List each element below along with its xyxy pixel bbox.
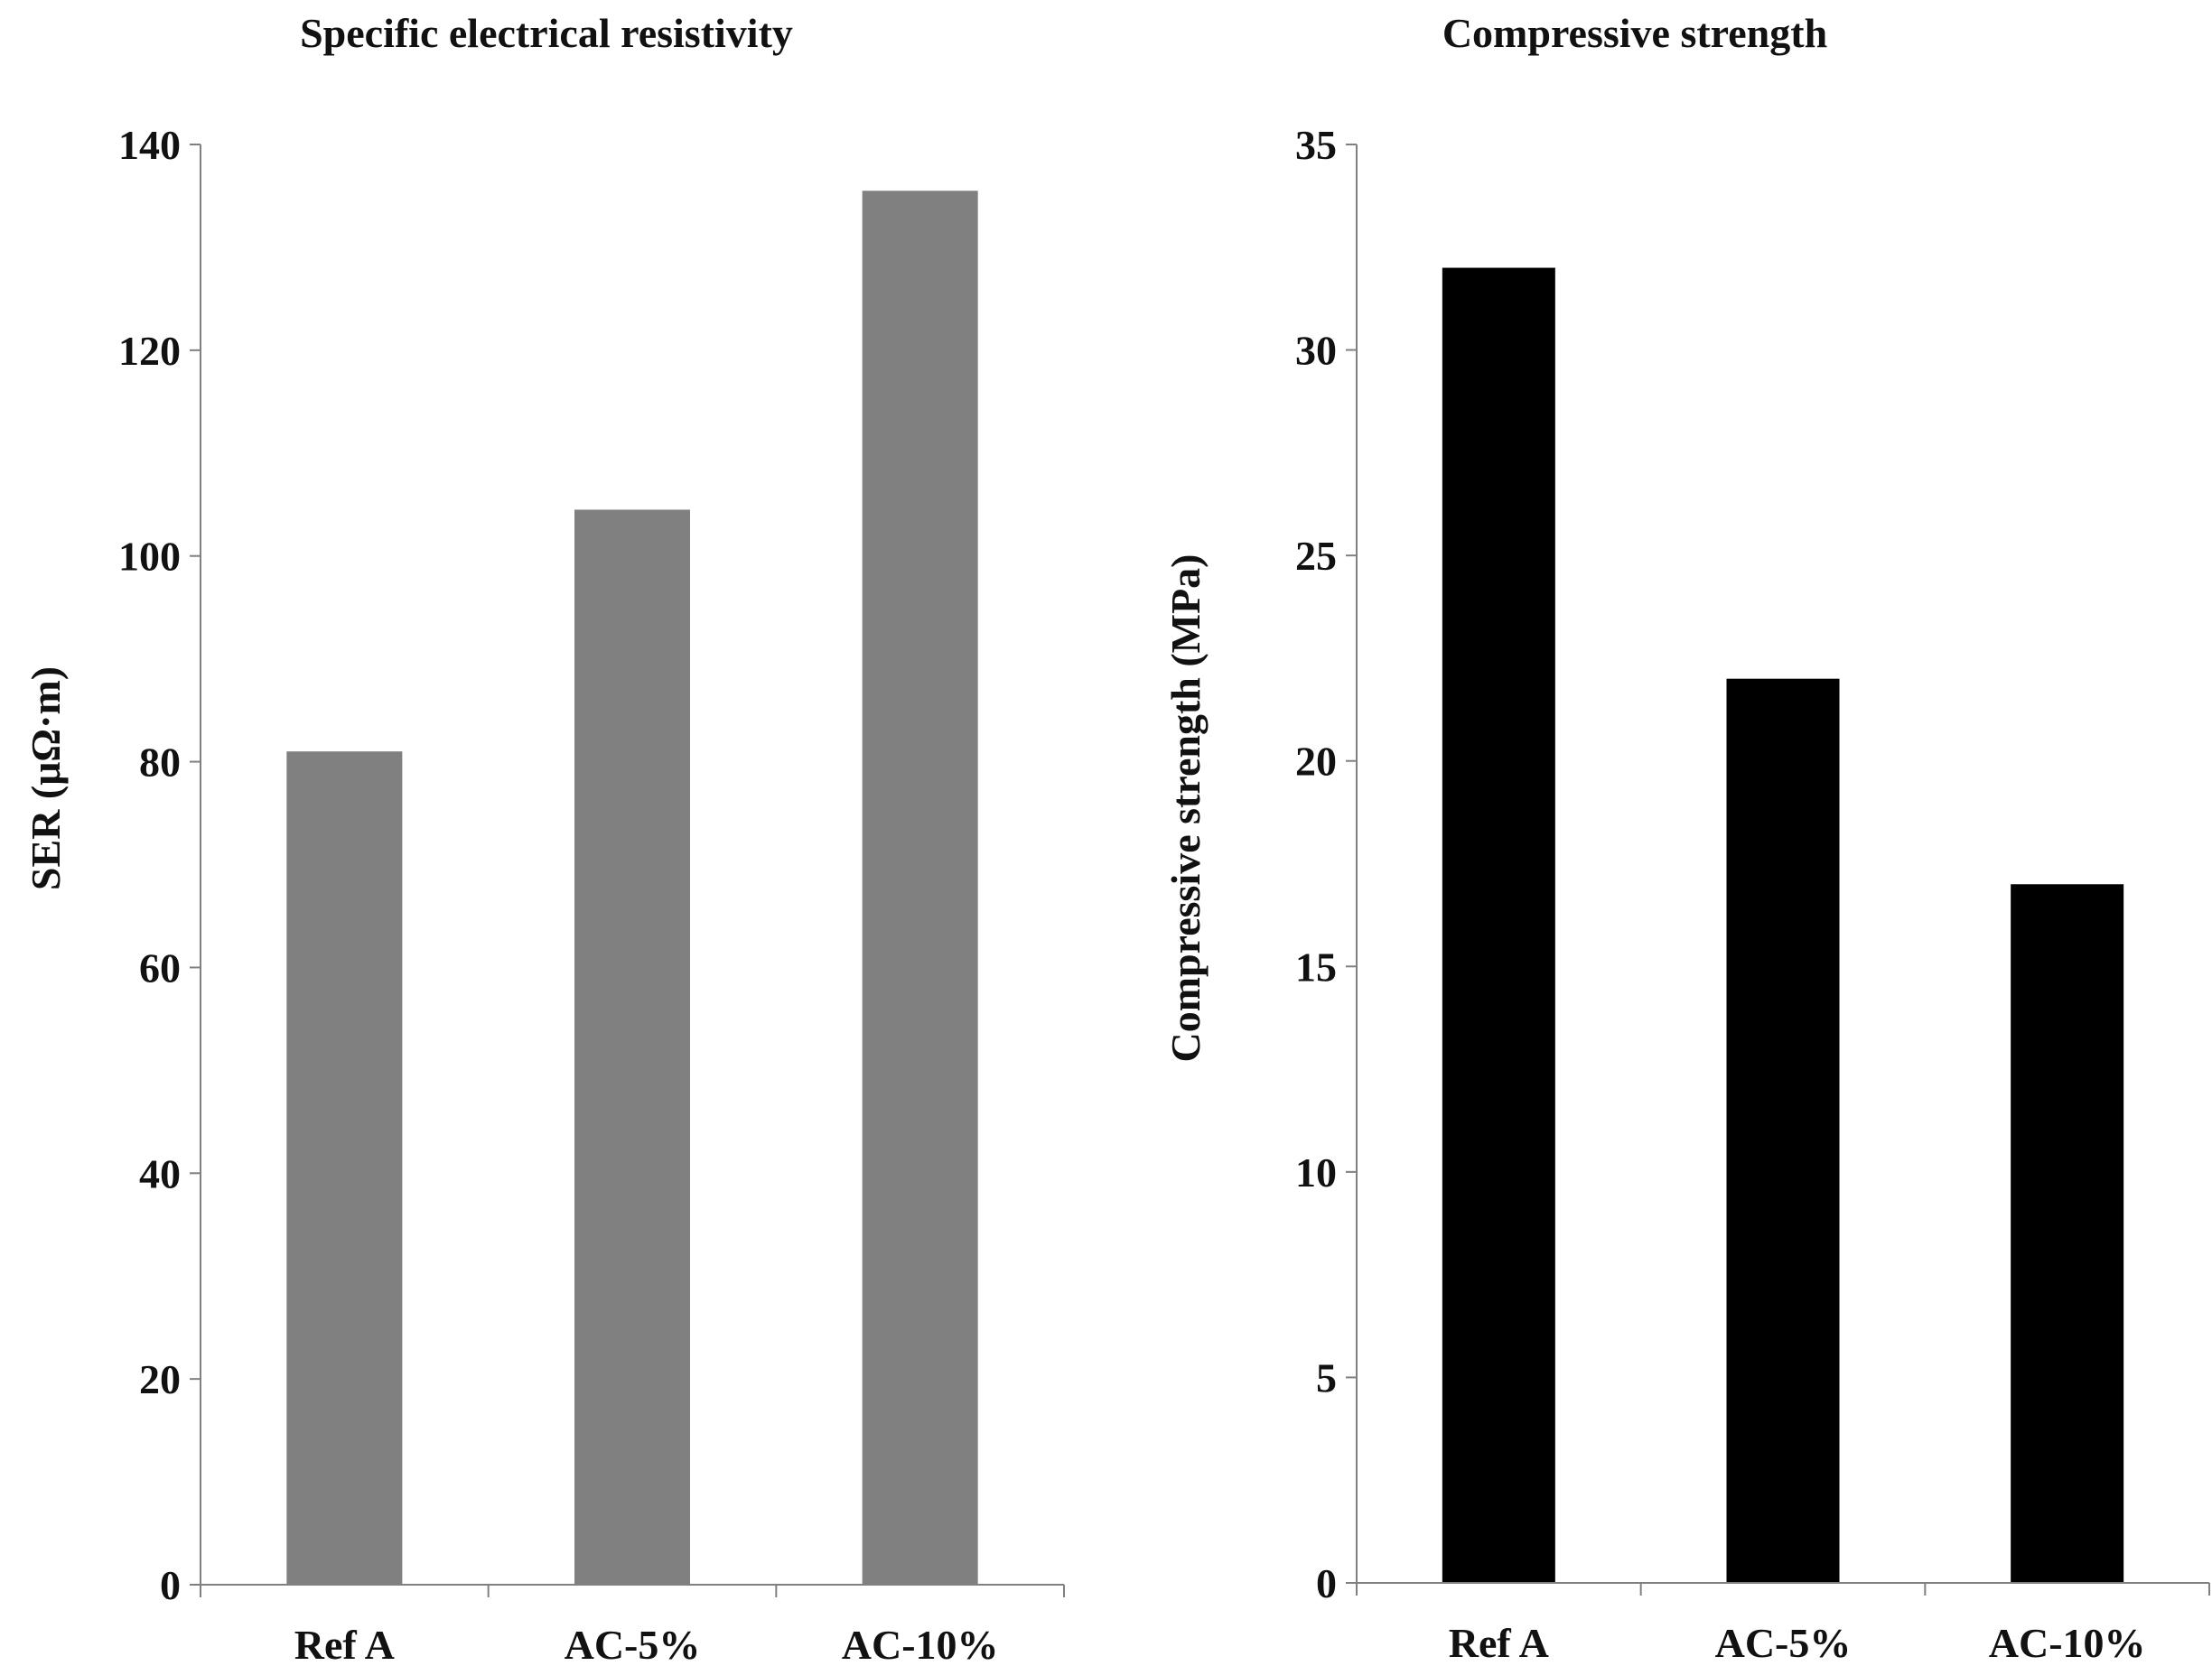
ser-x-tick-label: AC-10% (842, 1622, 999, 1668)
ser-y-tick-label: 140 (118, 122, 181, 168)
ser-chart: Specific electrical resistivity SER (μΩ·… (23, 10, 1065, 1668)
ser-x-ticks: Ref A AC-5% AC-10% (294, 1622, 999, 1668)
ser-y-tick-label: 40 (139, 1150, 181, 1196)
compressive-y-tick-label: 35 (1295, 122, 1337, 168)
compressive-bars (1442, 267, 2124, 1583)
compressive-chart: Compressive strength Compressive strengt… (1162, 10, 2210, 1666)
compressive-y-tick-label: 10 (1295, 1149, 1337, 1196)
ser-y-tick-label: 80 (139, 740, 181, 786)
ser-bars (286, 191, 978, 1586)
compressive-y-tick-label: 30 (1295, 328, 1337, 374)
ser-bar-2 (862, 191, 978, 1586)
ser-y-tick-label: 120 (118, 328, 181, 374)
ser-y-tick-label: 20 (139, 1356, 181, 1402)
compressive-x-tick-label: AC-5% (1715, 1620, 1852, 1666)
compressive-y-ticks: 0 5 10 15 20 25 30 35 (1295, 122, 1357, 1606)
ser-x-tick-label: Ref A (294, 1622, 395, 1668)
compressive-y-tick-label: 0 (1316, 1560, 1337, 1606)
compressive-y-tick-label: 15 (1295, 944, 1337, 990)
ser-x-tick-label: AC-5% (565, 1622, 701, 1668)
compressive-chart-title: Compressive strength (1442, 10, 1827, 56)
ser-bar-1 (574, 509, 690, 1585)
ser-y-tick-label: 60 (139, 945, 181, 991)
ser-axes (200, 144, 1065, 1597)
ser-bar-0 (286, 751, 403, 1585)
ser-y-tick-label: 100 (118, 534, 181, 580)
compressive-y-axis-label: Compressive strength (MPa) (1162, 554, 1209, 1063)
ser-y-axis-label: SER (μΩ·m) (23, 666, 69, 890)
ser-y-tick-label: 0 (160, 1562, 181, 1608)
compressive-y-tick-label: 25 (1295, 533, 1337, 579)
ser-y-ticks: 0 20 40 60 80 100 120 140 (118, 122, 201, 1608)
ser-chart-title: Specific electrical resistivity (300, 10, 793, 56)
compressive-y-tick-label: 5 (1316, 1354, 1337, 1400)
compressive-x-ticks: Ref A AC-5% AC-10% (1449, 1620, 2146, 1666)
compressive-bar-2 (2011, 884, 2124, 1583)
compressive-bar-0 (1442, 267, 1555, 1583)
compressive-x-tick-label: Ref A (1449, 1620, 1549, 1666)
compressive-y-tick-label: 20 (1295, 739, 1337, 785)
compressive-axes (1356, 144, 2210, 1596)
compressive-x-tick-label: AC-10% (1989, 1620, 2146, 1666)
compressive-bar-1 (1726, 678, 1840, 1583)
